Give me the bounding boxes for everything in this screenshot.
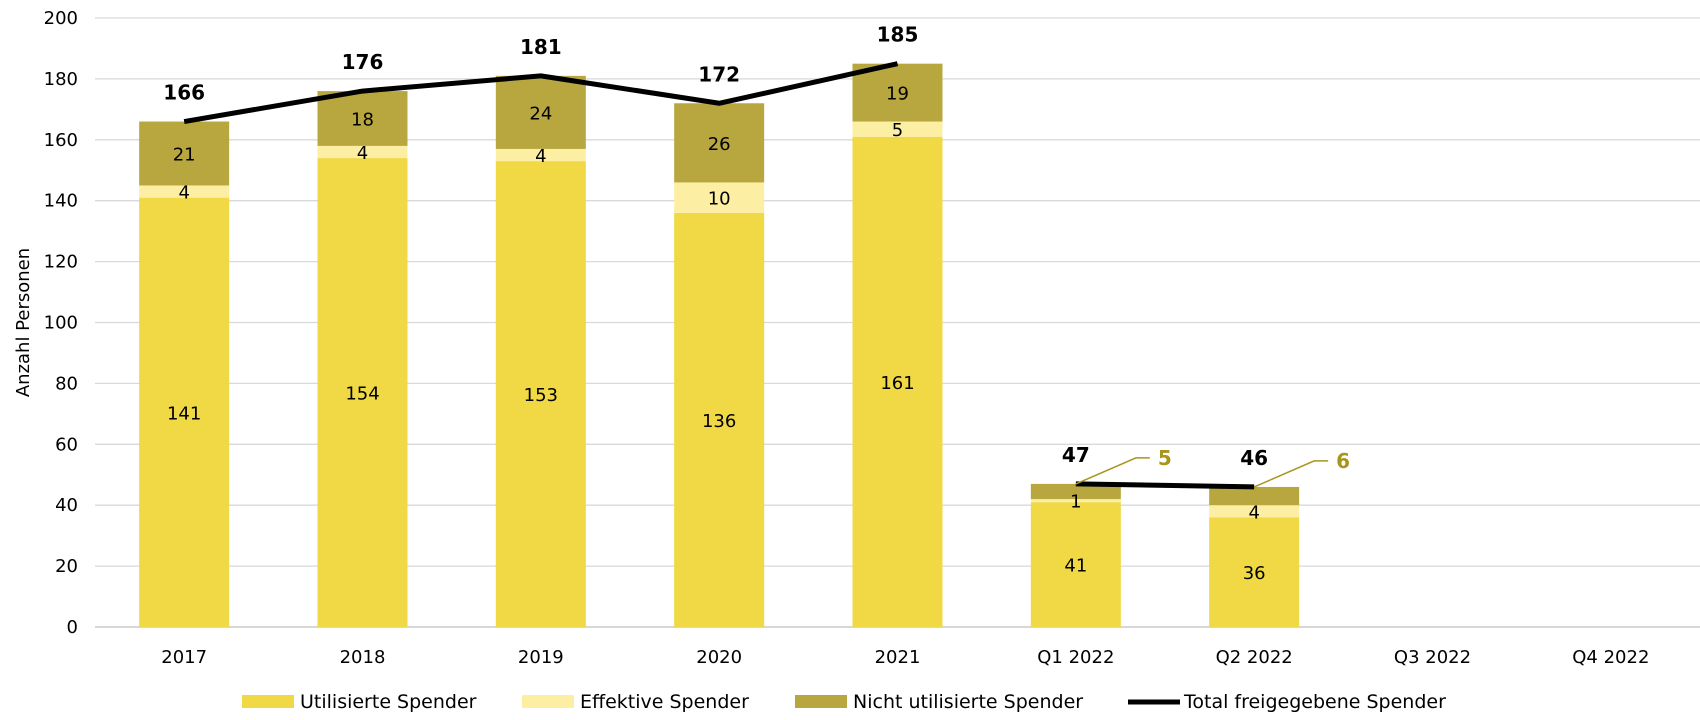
legend-label: Nicht utilisierte Spender	[853, 691, 1083, 713]
bar-effektive-spender	[674, 182, 765, 213]
bar-nicht-utilisierte-spender	[1030, 483, 1121, 500]
bar-effektive-spender	[852, 121, 943, 137]
y-tick-label: 60	[55, 434, 78, 455]
total-label: 172	[698, 62, 740, 86]
legend-label: Effektive Spender	[580, 691, 749, 713]
bar-utilisierte-spender	[317, 158, 408, 627]
callout-leader	[1253, 460, 1329, 488]
callout-leader	[1075, 457, 1150, 485]
total-label: 166	[163, 81, 205, 105]
y-tick-label: 80	[55, 373, 78, 394]
y-tick-label: 120	[44, 252, 78, 273]
data-label: 5	[892, 120, 903, 141]
y-tick-label: 0	[67, 617, 78, 638]
x-tick-label: Q3 2022	[1394, 647, 1471, 668]
y-tick-label: 20	[55, 556, 78, 577]
legend-item: Nicht utilisierte Spender	[795, 691, 1083, 713]
legend-item: Utilisierte Spender	[242, 691, 477, 713]
bar-effektive-spender	[1030, 499, 1121, 503]
bar-utilisierte-spender	[1030, 502, 1121, 627]
total-series-line	[1075, 481, 1255, 490]
data-label: 10	[708, 189, 731, 210]
data-label: 154	[345, 384, 379, 405]
y-axis-title: Anzahl Personen	[13, 248, 34, 397]
data-label: 1	[1070, 492, 1081, 513]
x-tick-label: 2019	[518, 647, 564, 668]
legend-swatch	[522, 695, 574, 708]
y-tick-label: 40	[55, 495, 78, 516]
bar-effektive-spender	[495, 148, 586, 162]
legend-swatch	[242, 695, 294, 708]
data-label: 18	[351, 109, 374, 130]
x-axis-ticks: 2017 2018 2019 2020 2021 Q1 2022 Q2 2022 Q3 202…	[161, 647, 1649, 668]
x-tick-label: 2017	[161, 647, 207, 668]
bar-effektive-spender	[1209, 505, 1300, 518]
data-label: 136	[702, 411, 736, 432]
y-tick-label: 180	[44, 69, 78, 90]
data-label: 161	[880, 373, 914, 394]
x-tick-label: 2020	[696, 647, 742, 668]
data-label: 4	[357, 143, 368, 164]
total-label: 185	[877, 23, 919, 47]
bar-nicht-utilisierte-spender	[1209, 486, 1300, 506]
legend-swatch	[795, 695, 847, 708]
y-tick-label: 200	[44, 8, 78, 29]
bar-nicht-utilisierte-spender	[317, 91, 408, 146]
legend: Utilisierte Spender Effektive Spender Nich…	[242, 691, 1446, 713]
x-tick-label: 2018	[340, 647, 386, 668]
data-label: 41	[1064, 556, 1087, 577]
bar-nicht-utilisierte-spender	[674, 103, 765, 183]
data-label: 141	[167, 403, 201, 424]
y-tick-label: 140	[44, 191, 78, 212]
data-label: 21	[173, 145, 196, 166]
legend-item: Effektive Spender	[522, 691, 749, 713]
x-tick-label: 2021	[875, 647, 921, 668]
callout-label: 5	[1158, 446, 1172, 470]
data-label: 4	[1248, 502, 1259, 523]
data-label: 19	[886, 84, 909, 105]
bar-utilisierte-spender	[852, 136, 943, 627]
total-label: 181	[520, 35, 562, 59]
y-axis-ticks: 0 20 40 60 80 100 120 140 160 180 200	[44, 8, 78, 638]
data-label: 36	[1243, 563, 1266, 584]
data-label: 4	[535, 146, 546, 167]
total-label: 47	[1062, 443, 1090, 467]
bar-nicht-utilisierte-spender	[495, 75, 586, 149]
data-label: 26	[708, 134, 731, 155]
x-tick-label: Q4 2022	[1572, 647, 1649, 668]
total-series-line	[183, 61, 899, 124]
total-label: 46	[1240, 446, 1268, 470]
data-label: 24	[529, 103, 552, 124]
bar-effektive-spender	[139, 185, 230, 198]
data-label: 153	[524, 385, 558, 406]
y-tick-label: 160	[44, 130, 78, 151]
legend-item: Total freigegebene Spender	[1128, 691, 1446, 713]
x-tick-label: Q1 2022	[1037, 647, 1114, 668]
callout-label: 6	[1336, 449, 1350, 473]
bar-nicht-utilisierte-spender	[139, 121, 230, 186]
legend-label: Total freigegebene Spender	[1183, 691, 1446, 713]
x-tick-label: Q2 2022	[1216, 647, 1293, 668]
bar-utilisierte-spender	[1209, 517, 1300, 627]
bar-utilisierte-spender	[495, 161, 586, 628]
data-label: 4	[178, 183, 189, 204]
total-label: 176	[342, 50, 384, 74]
y-tick-label: 100	[44, 313, 78, 334]
legend-label: Utilisierte Spender	[300, 691, 477, 713]
bar-nicht-utilisierte-spender	[852, 63, 943, 122]
bar-effektive-spender	[317, 145, 408, 159]
bars	[139, 63, 1300, 628]
bar-utilisierte-spender	[674, 212, 765, 627]
total-line	[183, 61, 1255, 490]
bar-utilisierte-spender	[139, 197, 230, 627]
